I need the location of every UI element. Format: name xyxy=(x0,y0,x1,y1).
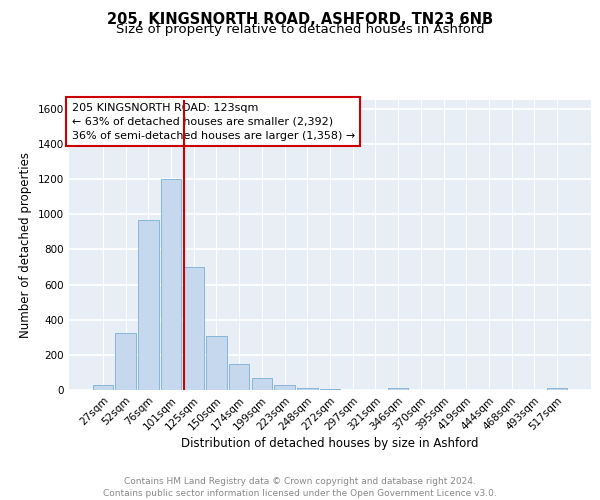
Text: 205 KINGSNORTH ROAD: 123sqm
← 63% of detached houses are smaller (2,392)
36% of : 205 KINGSNORTH ROAD: 123sqm ← 63% of det… xyxy=(71,103,355,141)
Bar xyxy=(229,364,250,390)
Y-axis label: Number of detached properties: Number of detached properties xyxy=(19,152,32,338)
Bar xyxy=(206,336,227,390)
Bar xyxy=(274,386,295,390)
Bar xyxy=(93,386,113,390)
Text: 205, KINGSNORTH ROAD, ASHFORD, TN23 6NB: 205, KINGSNORTH ROAD, ASHFORD, TN23 6NB xyxy=(107,12,493,28)
Text: Contains HM Land Registry data © Crown copyright and database right 2024.
Contai: Contains HM Land Registry data © Crown c… xyxy=(103,476,497,498)
Bar xyxy=(184,267,204,390)
Bar xyxy=(547,388,567,390)
Bar xyxy=(388,388,409,390)
Bar xyxy=(115,333,136,390)
Bar xyxy=(251,378,272,390)
Bar xyxy=(138,220,158,390)
Bar xyxy=(297,388,317,390)
Bar xyxy=(161,179,181,390)
X-axis label: Distribution of detached houses by size in Ashford: Distribution of detached houses by size … xyxy=(181,438,479,450)
Bar xyxy=(320,389,340,390)
Text: Size of property relative to detached houses in Ashford: Size of property relative to detached ho… xyxy=(116,24,484,36)
